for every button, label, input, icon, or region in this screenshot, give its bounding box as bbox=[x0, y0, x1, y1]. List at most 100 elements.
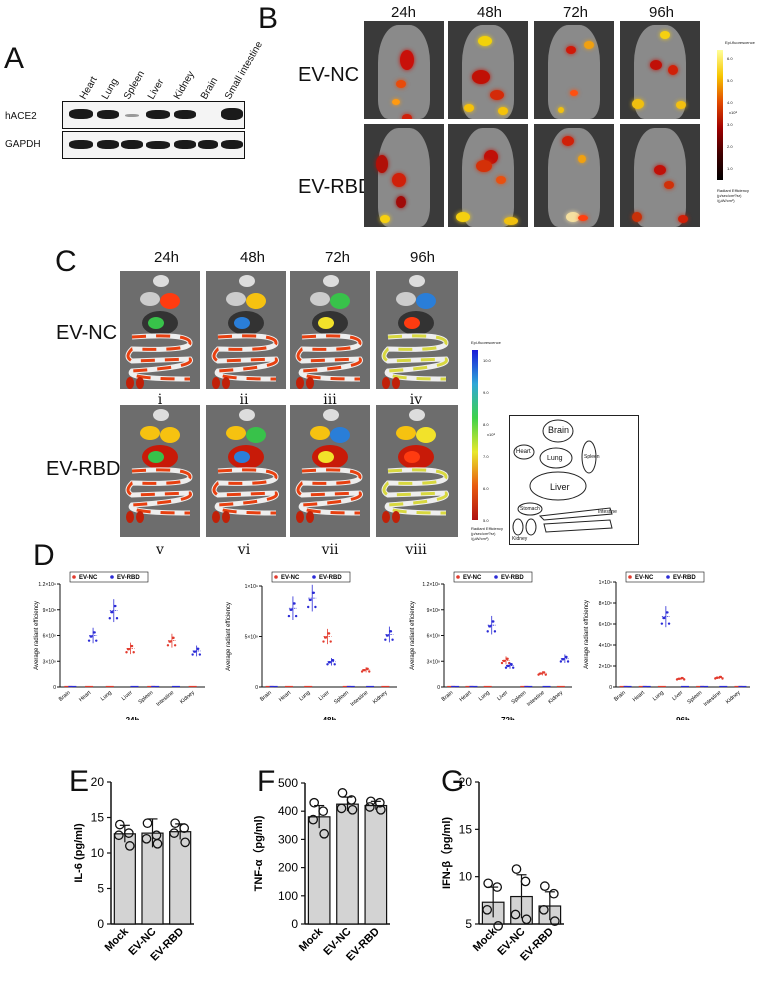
y-tick-label: 20 bbox=[459, 775, 473, 789]
y-tick-label: 1×10⁹ bbox=[245, 584, 258, 590]
y-axis-label: Average radiant efficiency bbox=[584, 600, 590, 669]
mouse-fluorescence-image bbox=[534, 124, 614, 227]
chart-title: 72h bbox=[501, 716, 515, 720]
data-point bbox=[385, 634, 389, 637]
data-point bbox=[662, 616, 665, 620]
y-tick-label: 15 bbox=[459, 822, 473, 836]
data-point bbox=[486, 630, 489, 633]
y-tick-label: 5 bbox=[465, 917, 472, 931]
panel-label-g: G bbox=[441, 765, 465, 798]
data-point bbox=[493, 921, 504, 931]
data-point bbox=[374, 797, 385, 808]
imaging-b-group-ev-rbd: EV-RBD bbox=[298, 176, 373, 198]
data-point bbox=[362, 668, 365, 672]
data-point bbox=[366, 667, 369, 670]
western-blot-gapdh bbox=[62, 131, 245, 159]
y-tick-label: 0 bbox=[609, 685, 612, 691]
data-point bbox=[172, 636, 175, 640]
data-point bbox=[542, 671, 546, 674]
data-point bbox=[141, 833, 152, 844]
y-axis-label: IL-6 (pg/ml) bbox=[73, 823, 85, 883]
data-point-group bbox=[191, 645, 202, 657]
data-point-group bbox=[326, 657, 336, 666]
legend-label: EV-RBD bbox=[319, 575, 342, 581]
y-tick-label: 5 bbox=[97, 882, 104, 896]
mouse-fluorescence-image bbox=[620, 21, 700, 119]
x-tick-label: Liver bbox=[318, 690, 331, 702]
y-tick-label: 400 bbox=[278, 804, 298, 818]
y-axis-label: Average radiant efficiency bbox=[34, 601, 40, 670]
chart-title: 48h bbox=[323, 716, 337, 720]
x-tick-label: Spleen bbox=[138, 690, 155, 706]
scale-c-tick: 7.0 bbox=[483, 454, 489, 459]
scale-b-footer: Radiant Efficiency (p/sec/cm²/sr) /(μW/c… bbox=[717, 188, 749, 203]
imaging-b-group-ev-nc: EV-NC bbox=[298, 64, 360, 86]
y-axis-label: IFN-β（pg/ml) bbox=[440, 817, 453, 889]
scatter-chart-72h: 0 3×10⁸ 6×10⁸ 9×10⁸ 1.2×10⁹ Brain Heart Lung Liv… bbox=[410, 571, 572, 720]
data-point bbox=[364, 802, 375, 812]
organ-fluorescence-tray bbox=[120, 405, 200, 537]
x-tick-label: Liver bbox=[121, 690, 134, 702]
data-point bbox=[198, 653, 202, 656]
data-point bbox=[566, 660, 570, 663]
imaging-b-time-label: 72h bbox=[563, 4, 589, 21]
legend-marker bbox=[274, 575, 278, 579]
organ-fluorescence-tray bbox=[120, 271, 200, 389]
data-point bbox=[130, 644, 134, 648]
data-point-group bbox=[486, 615, 497, 635]
data-point bbox=[510, 909, 521, 920]
data-point bbox=[488, 625, 491, 628]
data-point bbox=[318, 806, 329, 817]
y-tick-label: 300 bbox=[278, 832, 298, 846]
data-point-group bbox=[307, 584, 317, 612]
x-tick-label: Lung bbox=[100, 690, 113, 702]
data-point bbox=[132, 651, 135, 654]
western-tissue-label: Heart bbox=[78, 74, 100, 102]
legend-marker bbox=[312, 575, 316, 579]
y-tick-label: 20 bbox=[91, 775, 105, 789]
data-point bbox=[482, 904, 493, 915]
data-point bbox=[365, 796, 376, 807]
scale-b-tick: 1.0 bbox=[727, 166, 733, 171]
data-point bbox=[114, 819, 125, 830]
organ-fluorescence-tray bbox=[206, 405, 286, 537]
organ-layout-label: Liver bbox=[550, 482, 570, 492]
y-tick-label: 1.2×10⁹ bbox=[38, 582, 56, 588]
x-tick-label: Lung bbox=[478, 690, 491, 702]
data-point bbox=[681, 676, 684, 680]
y-tick-label: 0 bbox=[291, 917, 298, 931]
imaging-c-time-label: 72h bbox=[325, 249, 351, 266]
imaging-c-time-label: 24h bbox=[154, 249, 180, 266]
data-point bbox=[293, 602, 296, 605]
scatter-chart-48h: 0 5×10⁸ 1×10⁹ Brain Heart Lung Liver Spleen Inte… bbox=[226, 571, 397, 720]
data-point bbox=[323, 636, 327, 639]
x-tick-label: Intestine bbox=[526, 690, 546, 708]
x-tick-label: Brain bbox=[613, 690, 627, 703]
scatter-chart-24h: 0 3×10⁸ 6×10⁸ 9×10⁸ 1.2×10⁹ Brain Heart Lung Liv… bbox=[34, 571, 205, 720]
scale-c-tick: 5.0 bbox=[483, 518, 489, 523]
data-point bbox=[512, 666, 515, 669]
subfigure-label: ii bbox=[239, 392, 249, 408]
data-point bbox=[500, 661, 504, 665]
data-point bbox=[336, 803, 347, 814]
y-tick-label: 100 bbox=[278, 889, 298, 903]
subfigure-label: vii bbox=[321, 542, 339, 558]
y-tick-label: 0 bbox=[97, 917, 104, 931]
scale-c-tick: 10.0 bbox=[483, 358, 491, 363]
data-point bbox=[360, 670, 364, 673]
mouse-fluorescence-image bbox=[534, 21, 614, 119]
data-point bbox=[110, 610, 113, 614]
data-point bbox=[719, 675, 723, 679]
x-tick-label: Liver bbox=[496, 690, 509, 702]
y-tick-label: 8×10⁸ bbox=[599, 601, 612, 607]
scale-b-tick: 6.0 bbox=[727, 56, 733, 61]
data-point bbox=[368, 670, 371, 673]
y-tick-label: 500 bbox=[278, 776, 298, 790]
y-tick-label: 0 bbox=[437, 685, 440, 691]
data-point bbox=[197, 647, 200, 650]
data-point bbox=[294, 614, 298, 618]
data-point bbox=[506, 657, 509, 660]
data-point bbox=[152, 838, 163, 849]
western-blot-hace2 bbox=[62, 101, 245, 129]
x-tick-label: Heart bbox=[78, 690, 93, 704]
